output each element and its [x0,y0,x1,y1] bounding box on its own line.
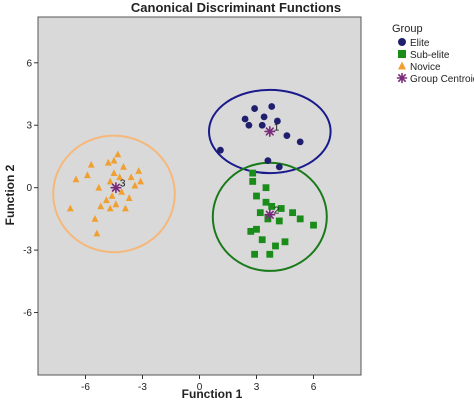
point-novice-18 [122,204,129,212]
point-sub-elite-7 [310,221,317,229]
point-sub-elite-17 [251,250,258,258]
point-novice-19 [125,194,133,201]
point-sub-elite-16 [266,250,274,258]
point-elite-0 [217,146,224,154]
point-novice-20 [112,200,120,208]
point-novice-15 [91,214,99,222]
point-sub-elite-18 [262,184,270,192]
centroid-1 [264,125,276,137]
point-sub-elite-4 [277,205,285,212]
ellipse-elite [207,88,332,175]
point-novice-14 [97,202,105,210]
centroid-3 [110,182,122,194]
point-novice-17 [106,204,114,212]
ticks-layer: -6 -3 0 3 6 -6 -3 0 3 6 [23,58,317,393]
y-tick-label-6: 6 [26,58,32,69]
legend-label-novice: Novice [410,62,441,73]
point-novice-24 [114,150,122,158]
point-novice-22 [118,187,125,195]
centroid-label-2: 2 [274,206,280,217]
legend-marker-group-centroid [396,72,408,84]
point-novice-10 [95,183,103,191]
point-sub-elite-10 [275,217,283,225]
point-sub-elite-6 [296,215,304,223]
point-sub-elite-14 [272,242,279,250]
point-elite-3 [258,121,266,129]
x-tick-label-3: 3 [254,382,260,393]
point-elite-2 [251,105,258,112]
x-tick-label--3: -3 [138,382,147,393]
y-tick-label--3: -3 [23,246,32,257]
point-elite-6 [283,132,291,140]
chart-title: Canonical Discriminant Functions [131,0,341,15]
point-novice-11 [72,175,80,183]
point-elite-9 [275,163,283,171]
point-sub-elite-12 [247,227,255,235]
point-novice-8 [116,173,124,181]
point-elite-10 [245,121,253,129]
point-sub-elite-3 [268,203,276,210]
point-elite-5 [274,117,281,125]
point-elite-8 [264,157,272,165]
centroid-label-1: 1 [274,122,280,133]
y-tick-label-3: 3 [26,121,32,132]
legend-label-elite: Elite [410,38,430,49]
legend-marker-elite [398,38,406,46]
legend-label-sub-elite: Sub-elite [410,50,450,61]
point-novice-3 [110,156,118,164]
point-sub-elite-5 [289,209,296,217]
point-sub-elite-0 [249,178,257,185]
legend-marker-sub-elite [398,50,406,58]
point-sub-elite-13 [258,236,266,244]
point-novice-16 [66,204,74,212]
x-tick-label-0: 0 [197,382,203,393]
centroid-2 [264,209,276,221]
legend-title: Group [392,23,423,35]
plot-area [37,16,362,376]
point-novice-21 [93,229,101,237]
point-sub-elite-11 [253,225,260,233]
point-sub-elite-15 [281,238,289,246]
centroids-layer: 1 2 3 [110,122,280,221]
point-novice-9 [106,177,114,185]
legend-label-group-centroid: Group Centroid [410,74,474,85]
point-novice-12 [108,192,116,199]
x-tick-label--6: -6 [81,382,90,393]
point-novice-7 [131,181,139,189]
point-novice-0 [84,171,91,179]
point-novice-2 [104,158,112,166]
point-elite-1 [241,115,249,123]
legend-marker-novice [398,61,406,70]
y-tick-label--6: -6 [23,308,32,319]
point-sub-elite-19 [249,169,257,177]
points-layer [66,103,317,258]
centroid-label-3: 3 [120,179,126,190]
point-novice-13 [103,196,110,204]
x-tick-label-6: 6 [311,382,317,393]
point-novice-5 [135,167,143,174]
point-elite-11 [260,113,268,121]
y-tick-label-0: 0 [26,183,32,194]
point-elite-7 [296,138,304,146]
point-novice-6 [137,177,144,185]
point-sub-elite-1 [253,192,260,200]
point-sub-elite-9 [264,215,272,223]
point-sub-elite-8 [256,209,264,217]
y-axis-label: Function 2 [3,164,17,225]
ellipse-novice [52,134,176,254]
point-novice-23 [127,173,135,181]
point-novice-25 [110,169,118,177]
point-elite-4 [268,103,276,110]
point-novice-1 [87,160,95,168]
point-novice-4 [120,162,127,170]
point-sub-elite-2 [262,198,270,206]
x-axis-label: Function 1 [182,387,243,401]
